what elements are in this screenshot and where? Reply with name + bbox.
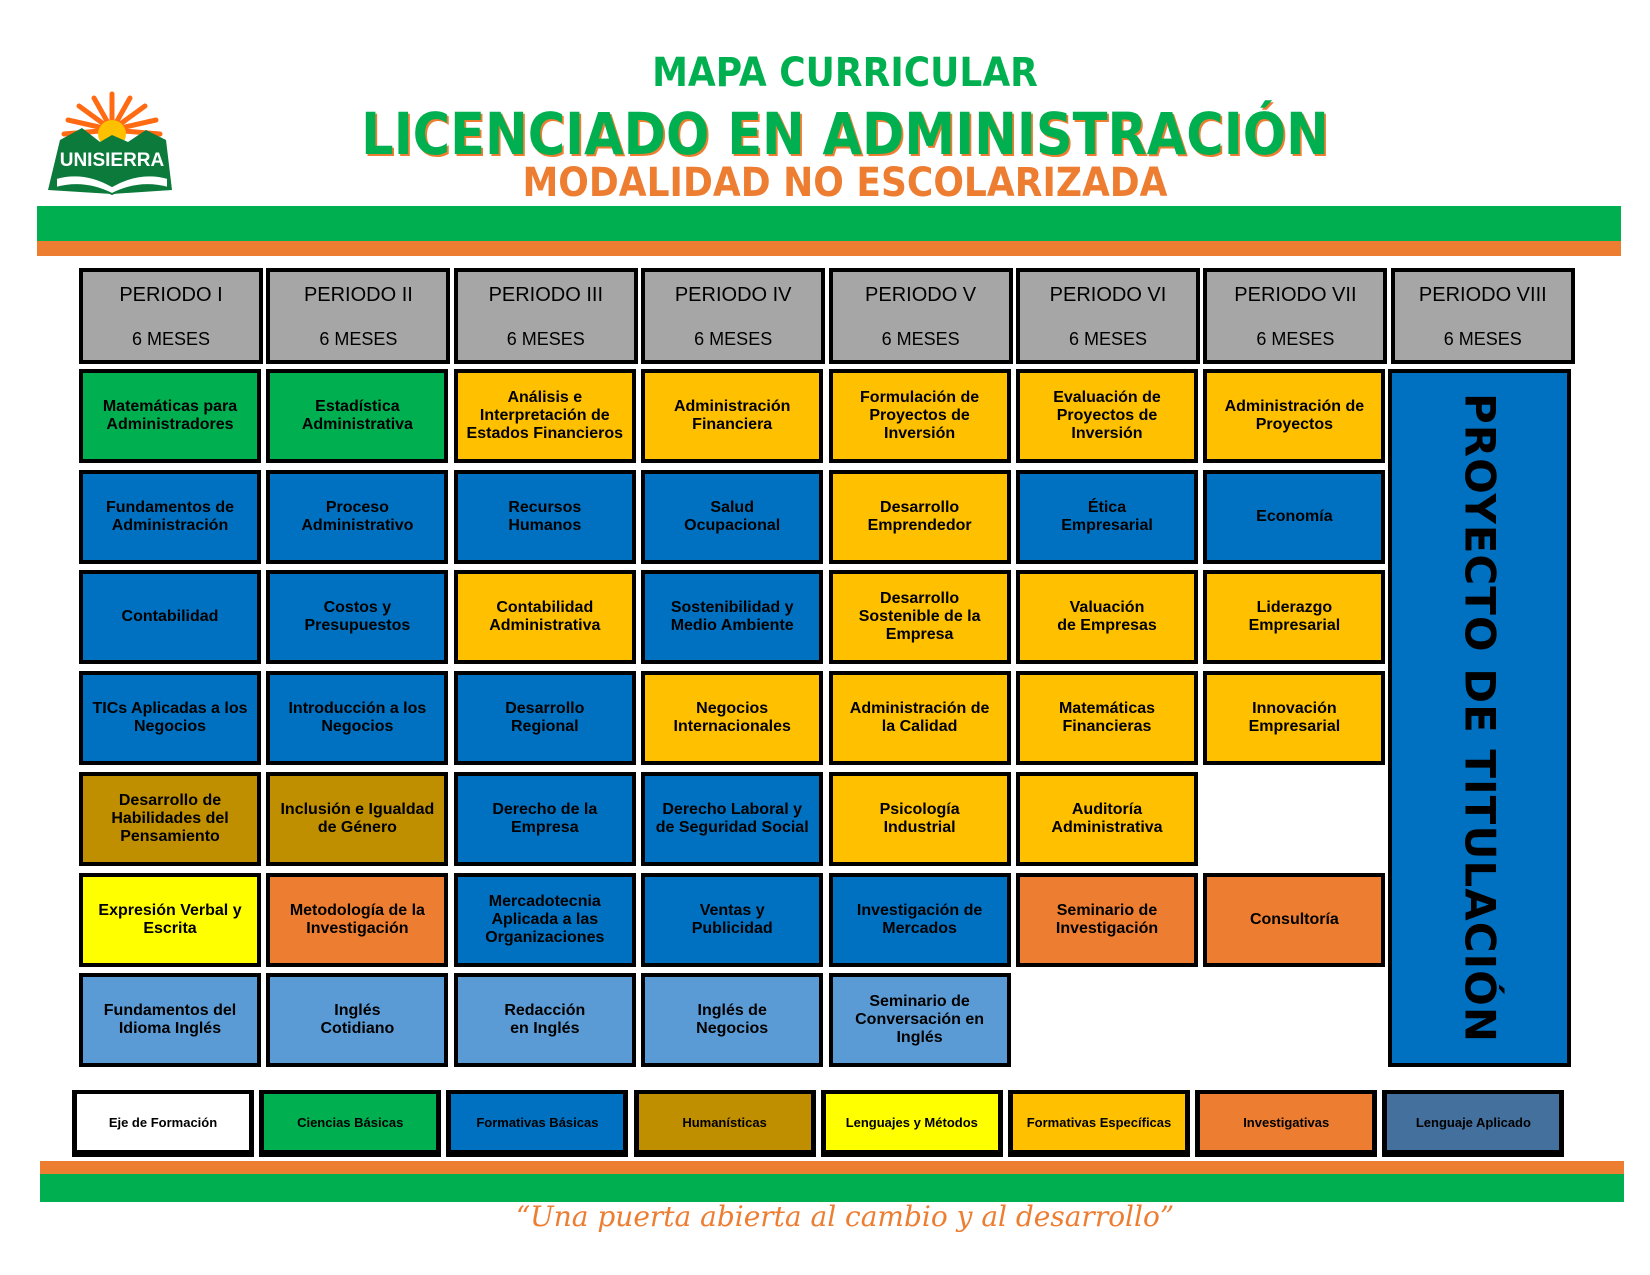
period-name: PERIODO II [303,284,413,306]
course-cell: Inclusión e Igualdad de Género [266,771,449,866]
final-project-label: PROYECTO DE TITULACIÓN [1455,392,1504,1044]
bottom-green-bar [40,1174,1624,1202]
course-cell: Ética Empresarial [1016,469,1198,564]
legend-item: Ciencias Básicas [259,1090,442,1157]
course-cell: Economía [1203,469,1386,564]
period-name: PERIODO I [119,284,223,306]
course-cell: Estadística Administrativa [266,369,449,463]
period-duration: 6 MESES [881,329,960,349]
period-name: PERIODO VII [1234,284,1357,306]
course-cell: Auditoría Administrativa [1016,771,1198,866]
period-name: PERIODO VIII [1418,284,1547,306]
course-cell: Análisis e Interpretación de Estados Fin… [453,369,636,463]
title-mapa-curricular: MAPA CURRICULAR [652,50,1038,96]
legend-item: Lenguajes y Métodos [820,1090,1003,1157]
course-cell: Introducción a los Negocios [266,671,449,766]
program-title: LICENCIADO EN ADMINISTRACIÓN [361,100,1329,168]
legend-item: Humanísticas [633,1090,816,1157]
svg-text:UNISIERRA: UNISIERRA [60,150,165,171]
period-header: PERIODO I 6 MESES [79,268,263,364]
legend-item: Formativas Específicas [1008,1090,1190,1157]
period-duration: 6 MESES [1068,329,1148,349]
course-cell: Negocios Internacionales [641,671,824,766]
course-cell: Administración Financiera [641,369,824,463]
course-cell: Metodología de la Investigación [266,872,449,967]
period-header: PERIODO VII 6 MESES [1203,268,1388,364]
course-cell: Desarrollo Sostenible de la Empresa [828,570,1011,665]
course-cell: Expresión Verbal y Escrita [79,872,261,967]
course-cell: Matemáticas para Administradores [79,369,261,463]
course-cell: Administración de la Calidad [828,671,1011,766]
course-cell: Investigación de Mercados [828,872,1011,967]
period-duration: 6 MESES [694,329,773,349]
course-cell: Evaluación de Proyectos de Inversión [1016,369,1198,463]
course-cell: Redacción en Inglés [453,973,636,1068]
course-cell: Seminario de Investigación [1016,872,1198,967]
period-name: PERIODO VI [1049,284,1167,306]
period-duration: 6 MESES [1256,329,1335,349]
course-cell: Formulación de Proyectos de Inversión [828,369,1011,463]
period-duration: 6 MESES [506,329,585,349]
period-header: PERIODO VI 6 MESES [1016,268,1200,364]
course-cell: Recursos Humanos [453,469,636,564]
top-orange-bar [37,241,1621,256]
period-duration: 6 MESES [319,329,398,349]
course-cell: Innovación Empresarial [1203,671,1386,766]
course-cell: Contabilidad [79,570,261,665]
course-cell: Mercadotecnia Aplicada a las Organizacio… [453,872,636,967]
course-cell: Psicología Industrial [828,771,1011,866]
course-cell: Fundamentos de Administración [79,469,261,564]
course-cell: Contabilidad Administrativa [453,570,636,665]
course-cell: Fundamentos del Idioma Inglés [79,973,261,1068]
period-name: PERIODO IV [674,284,792,306]
modality-subtitle: MODALIDAD NO ESCOLARIZADA [522,160,1168,206]
course-cell: Desarrollo Regional [453,671,636,766]
course-cell: Sostenibilidad y Medio Ambiente [641,570,824,665]
course-cell: Liderazgo Empresarial [1203,570,1386,665]
final-project-block: PROYECTO DE TITULACIÓN [1388,369,1571,1067]
period-header: PERIODO III 6 MESES [453,268,638,364]
unisierra-logo: UNISIERRA [42,90,182,202]
logo-graphic: UNISIERRA [48,91,172,196]
period-name: PERIODO III [488,284,604,306]
course-cell: Salud Ocupacional [641,469,824,564]
course-cell: Derecho de la Empresa [453,771,636,866]
course-cell: Desarrollo Emprendedor [828,469,1011,564]
course-cell: Consultoría [1203,872,1386,967]
course-cell: Inglés Cotidiano [266,973,449,1068]
course-cell: Proceso Administrativo [266,469,449,564]
legend-item: Formativas Básicas [446,1090,629,1157]
period-header: PERIODO VIII 6 MESES [1390,268,1575,364]
period-header: PERIODO V 6 MESES [828,268,1013,364]
period-header: PERIODO II 6 MESES [266,268,451,364]
period-header: PERIODO IV 6 MESES [641,268,826,364]
course-cell: Seminario de Conversación en Inglés [828,973,1011,1068]
course-cell: Ventas y Publicidad [641,872,824,967]
course-cell: Costos y Presupuestos [266,570,449,665]
bottom-orange-bar [40,1161,1624,1174]
period-duration: 6 MESES [131,329,211,349]
course-cell: Desarrollo de Habilidades del Pensamient… [79,771,261,866]
course-cell: Matemáticas Financieras [1016,671,1198,766]
period-name: PERIODO V [865,284,977,306]
period-duration: 6 MESES [1443,329,1522,349]
course-cell: Inglés de Negocios [641,973,824,1068]
course-cell: Administración de Proyectos [1203,369,1386,463]
course-cell: TICs Aplicadas a los Negocios [79,671,261,766]
legend-item: Investigativas [1195,1090,1378,1157]
legend-item: Eje de Formación [72,1090,254,1157]
legend-item: Lenguaje Aplicado [1382,1090,1565,1157]
course-cell: Valuación de Empresas [1016,570,1198,665]
top-green-bar [37,206,1621,241]
slogan: “Una puerta abierta al cambio y al desar… [515,1200,1175,1233]
course-cell: Derecho Laboral y de Seguridad Social [641,771,824,866]
